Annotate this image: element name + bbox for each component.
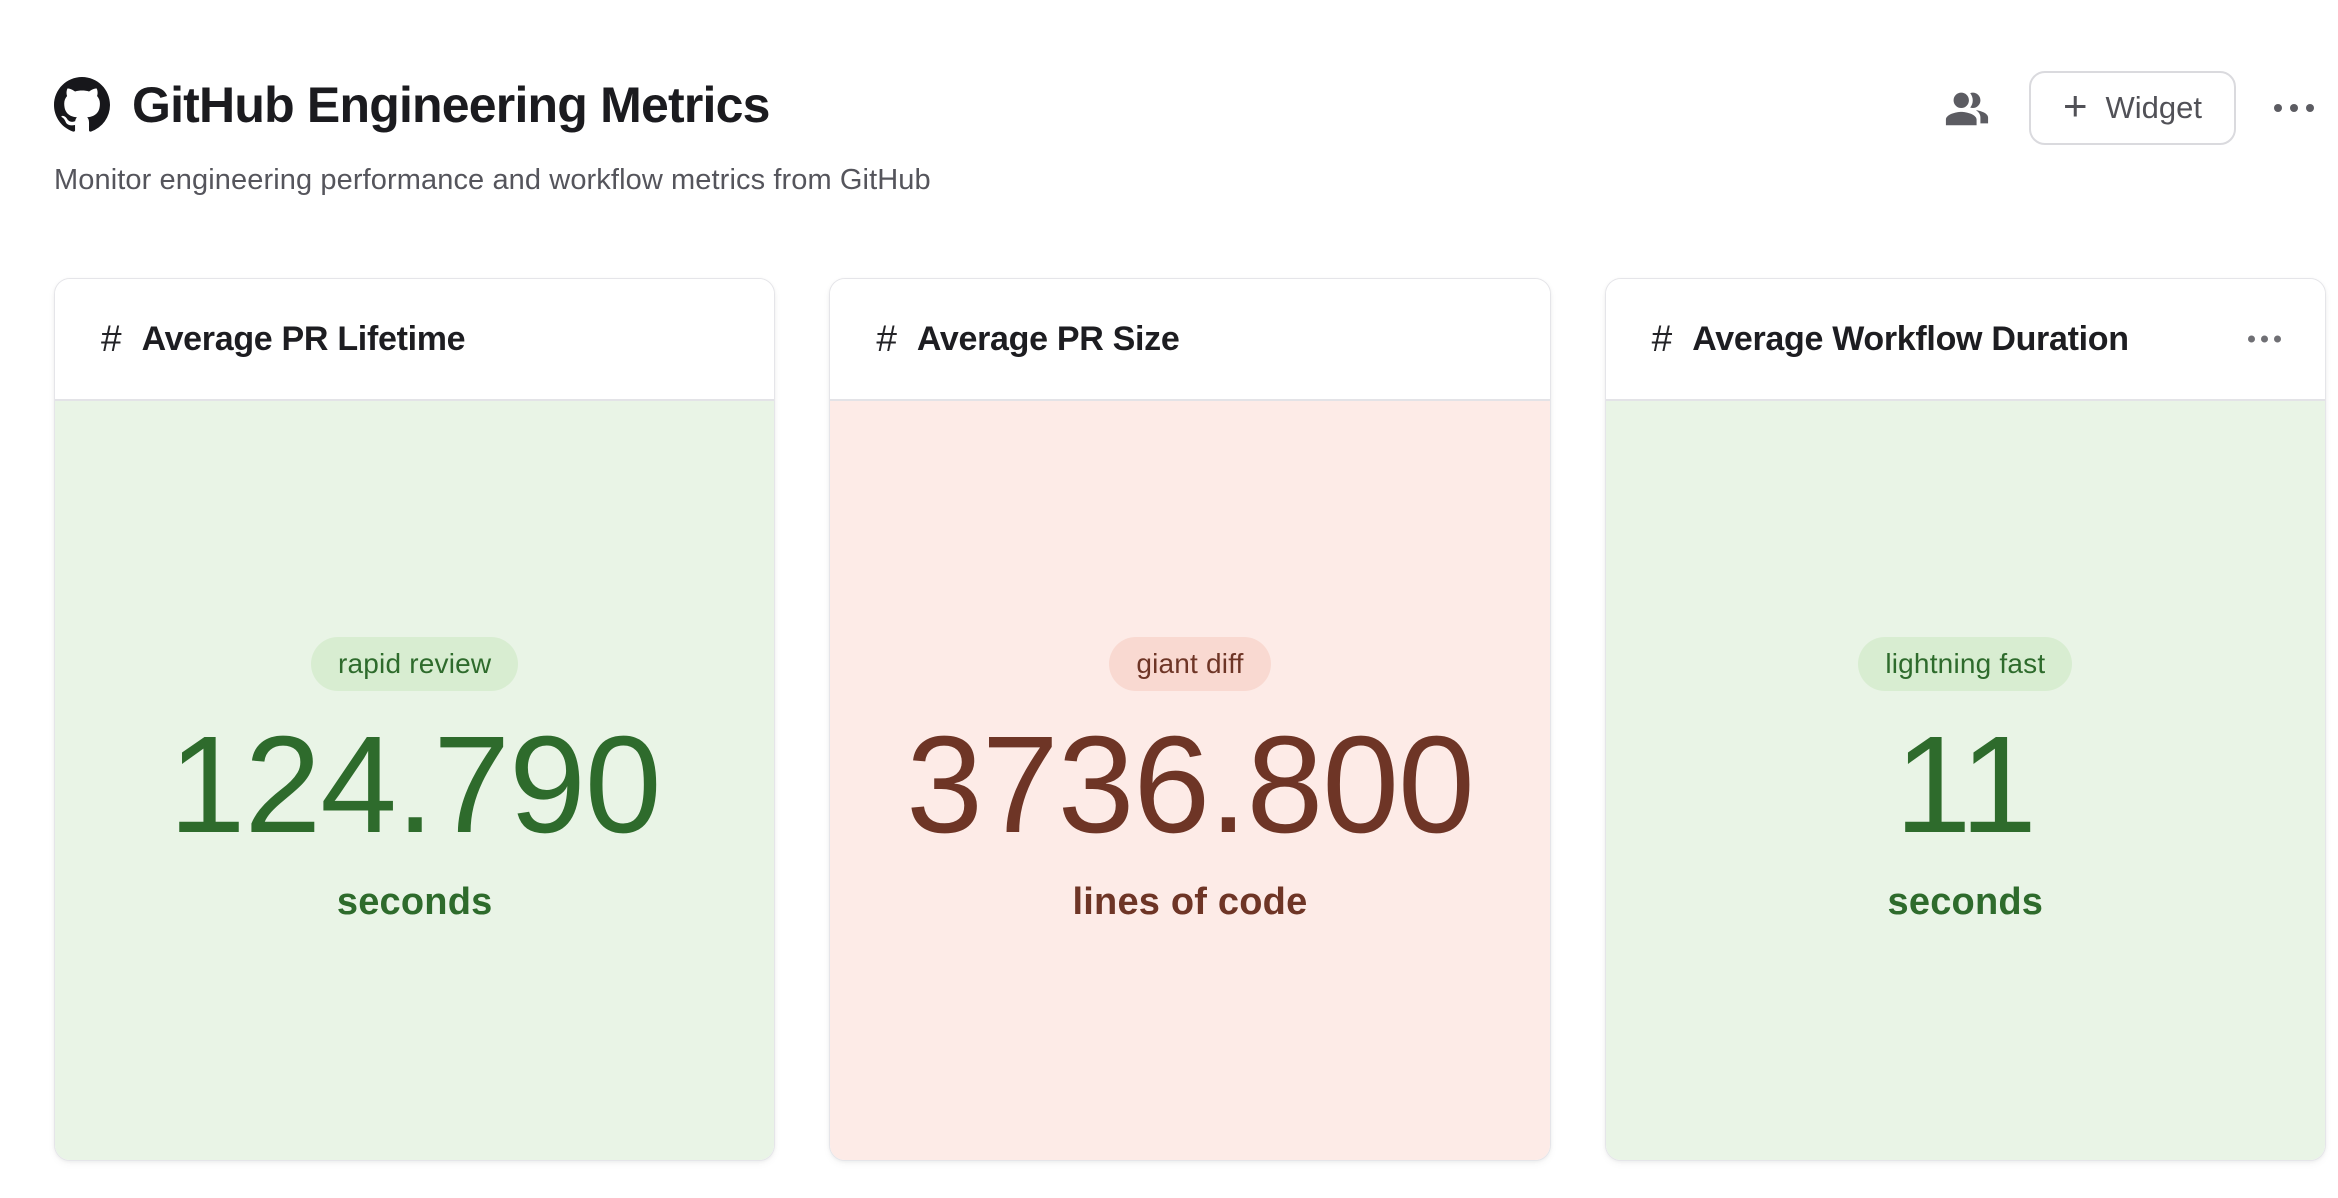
plus-icon: + — [2062, 82, 2088, 129]
metric-value: 124.790 — [168, 707, 662, 862]
metric-card-average-workflow-duration: # Average Workflow Duration lightning fa… — [1604, 278, 2326, 1161]
metric-unit: lines of code — [1072, 881, 1308, 924]
metric-unit: seconds — [336, 881, 493, 924]
status-badge: rapid review — [310, 636, 519, 691]
hash-icon: # — [101, 318, 122, 359]
card-header: # Average PR Lifetime — [55, 279, 775, 401]
github-logo-icon — [54, 77, 110, 133]
page-title: GitHub Engineering Metrics — [132, 77, 770, 133]
overflow-menu-icon[interactable] — [2274, 104, 2314, 112]
header-actions: + Widget — [1943, 71, 2326, 145]
card-body: giant diff 3736.800 lines of code — [830, 401, 1550, 1160]
title-block: GitHub Engineering Metrics Monitor engin… — [54, 76, 931, 197]
metric-card-average-pr-size: # Average PR Size giant diff 3736.800 li… — [829, 278, 1551, 1161]
status-badge: lightning fast — [1858, 636, 2073, 691]
card-title: Average Workflow Duration — [1692, 319, 2129, 358]
metric-cards-row: # Average PR Lifetime rapid review 124.7… — [54, 278, 2326, 1161]
dashboard-header: GitHub Engineering Metrics Monitor engin… — [54, 71, 2326, 197]
card-title: Average PR Size — [916, 319, 1180, 358]
users-icon[interactable] — [1943, 84, 1991, 132]
status-badge: giant diff — [1109, 636, 1271, 691]
card-body: rapid review 124.790 seconds — [55, 401, 775, 1160]
card-menu-icon[interactable] — [2247, 335, 2281, 343]
card-body: lightning fast 11 seconds — [1605, 401, 2325, 1160]
hash-icon: # — [876, 318, 897, 359]
metric-card-average-pr-lifetime: # Average PR Lifetime rapid review 124.7… — [54, 278, 776, 1161]
add-widget-label: Widget — [2105, 90, 2202, 125]
page-subtitle: Monitor engineering performance and work… — [54, 164, 931, 196]
card-header: # Average Workflow Duration — [1605, 279, 2325, 401]
metric-unit: seconds — [1887, 881, 2044, 924]
card-header: # Average PR Size — [830, 279, 1550, 401]
add-widget-button[interactable]: + Widget — [2028, 71, 2236, 145]
hash-icon: # — [1651, 318, 1673, 359]
metric-value: 3736.800 — [906, 707, 1475, 862]
card-title: Average PR Lifetime — [141, 319, 466, 358]
metric-value: 11 — [1894, 707, 2037, 862]
